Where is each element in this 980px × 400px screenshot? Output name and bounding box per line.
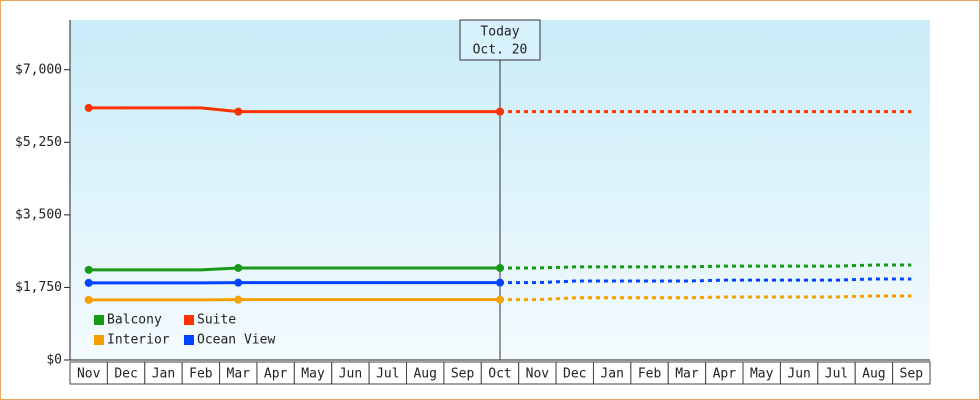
point [496, 107, 504, 116]
today-title: Today [480, 25, 519, 40]
today-box [459, 19, 541, 61]
x-tick-label: Nov [77, 367, 101, 382]
x-tick-label: Mar [227, 367, 251, 382]
legend-swatch [184, 315, 194, 325]
x-tick-label: Jan [600, 367, 623, 382]
point [234, 263, 243, 272]
x-tick-label: May [301, 367, 325, 382]
point [234, 107, 243, 116]
x-tick-label: Sep [900, 367, 924, 382]
x-tick-label: Apr [713, 367, 737, 382]
x-tick-label: Jun [787, 367, 810, 382]
x-tick-label: Nov [526, 367, 550, 382]
today-date: Oct. 20 [473, 43, 528, 58]
x-tick-label: Oct [488, 367, 511, 382]
x-tick-label: Feb [638, 367, 662, 382]
x-tick-label: Apr [264, 367, 288, 382]
point [496, 278, 504, 287]
x-tick-label: Dec [563, 367, 586, 382]
y-tick-label: $7,000 [15, 62, 62, 77]
x-tick-label: Aug [413, 367, 436, 382]
legend-swatch [94, 335, 104, 345]
x-tick-label: Aug [862, 367, 885, 382]
x-tick-label: Feb [189, 367, 213, 382]
y-tick-label: $3,500 [15, 207, 62, 222]
point [84, 278, 93, 287]
point [496, 295, 504, 304]
x-tick-label: Jul [376, 367, 399, 382]
point [84, 295, 93, 304]
x-tick-label: Jun [339, 367, 362, 382]
series-line [88, 266, 500, 272]
y-tick-label: $5,250 [15, 135, 62, 150]
legend-label: Ocean View [197, 333, 275, 348]
point [496, 263, 504, 272]
y-tick-label: $0 [46, 353, 62, 368]
x-tick-label: Jan [152, 367, 175, 382]
point [84, 265, 93, 274]
x-tick-label: Mar [675, 367, 699, 382]
series-line [88, 106, 500, 114]
x-tick-label: Dec [114, 367, 137, 382]
x-tick-label: Jul [825, 367, 848, 382]
x-tick-label: May [750, 367, 774, 382]
point [234, 278, 243, 287]
legend-swatch [94, 315, 104, 325]
x-tick-box [892, 361, 931, 385]
point [84, 103, 93, 112]
legend-label: Suite [197, 313, 236, 328]
x-tick-label: Sep [451, 367, 475, 382]
legend-label: Balcony [107, 313, 162, 328]
legend-label: Interior [107, 333, 170, 348]
point [234, 295, 243, 304]
y-tick-label: $1,750 [15, 280, 62, 295]
legend-swatch [184, 335, 194, 345]
